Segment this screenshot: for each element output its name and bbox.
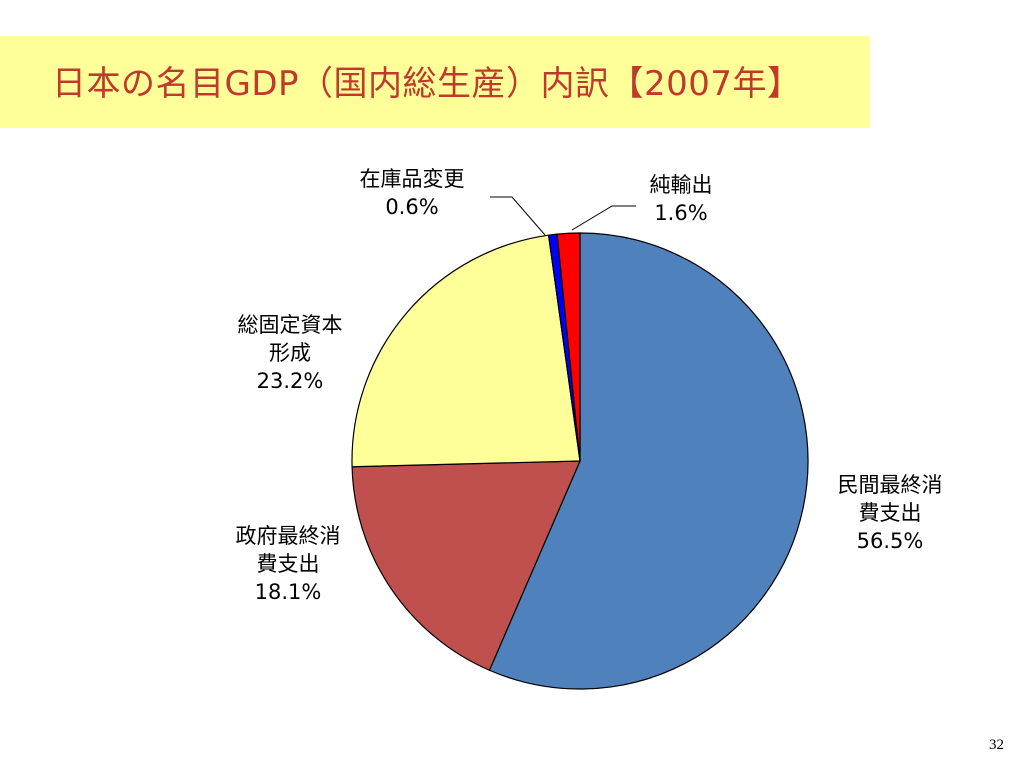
slice-label-1: 政府最終消費支出 18.1% — [236, 524, 341, 604]
pie-slice-0 — [488, 232, 809, 690]
pie-slice-1 — [351, 460, 581, 672]
leader-line-4 — [571, 205, 636, 231]
slice-label-0: 民間最終消費支出 56.5% — [838, 473, 943, 553]
leader-line-3 — [490, 196, 546, 236]
pie-slice-4 — [556, 232, 581, 462]
slice-label-2: 総固定資本形成 23.2% — [238, 313, 343, 393]
slice-label-3: 在庫品変更 0.6% — [360, 167, 465, 219]
pie-slice-2 — [351, 234, 581, 468]
slice-label-4: 純輸出 1.6% — [650, 173, 713, 225]
slide-title: 日本の名目GDP（国内総生産）内訳【2007年】 — [52, 64, 802, 104]
title-band — [0, 36, 870, 128]
page-number: 32 — [989, 737, 1004, 753]
